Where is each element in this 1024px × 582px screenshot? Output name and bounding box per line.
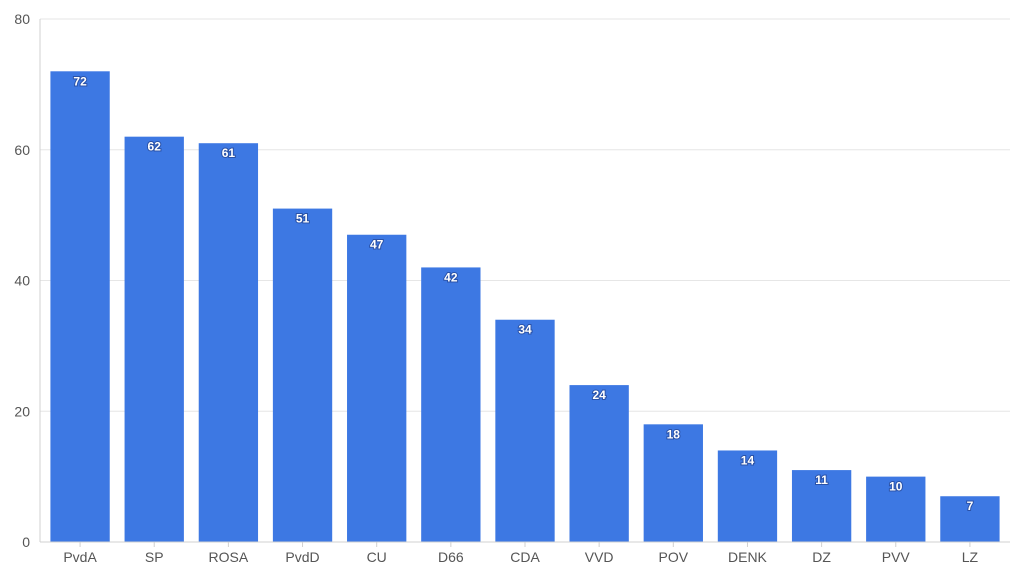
y-tick-label: 0 <box>22 534 30 550</box>
x-tick-label: POV <box>659 549 689 565</box>
bar-dz[interactable] <box>791 470 852 542</box>
bar-sp[interactable] <box>124 136 184 543</box>
bar-lz[interactable] <box>940 496 1000 542</box>
data-label: 61 <box>222 146 236 160</box>
bar-vvd[interactable] <box>569 385 629 542</box>
bars <box>50 71 1000 543</box>
data-label: 62 <box>148 140 162 154</box>
x-tick-label: ROSA <box>209 549 249 565</box>
x-tick-label: PvdD <box>285 549 319 565</box>
data-labels: 72 62 61 51 47 42 34 24 18 14 11 10 7 <box>72 73 974 514</box>
y-tick-label: 80 <box>14 11 30 27</box>
bar-rosa[interactable] <box>198 143 259 542</box>
bar-cu[interactable] <box>347 234 407 543</box>
x-tick-label: DZ <box>812 549 831 565</box>
data-label: 18 <box>667 427 681 441</box>
x-tick-label: CU <box>367 549 387 565</box>
data-label: 11 <box>815 473 828 487</box>
x-tick-label: PvdA <box>63 549 97 565</box>
data-label: 51 <box>296 212 310 226</box>
data-label: 10 <box>889 480 903 494</box>
x-tick-label: D66 <box>438 549 464 565</box>
bar-pvv[interactable] <box>866 476 926 542</box>
y-tick-label: 20 <box>14 403 30 419</box>
y-tick-label: 60 <box>14 142 30 158</box>
data-label: 47 <box>370 238 384 252</box>
data-label: 14 <box>741 453 755 467</box>
x-tick-label: DENK <box>728 549 768 565</box>
x-tick-label: CDA <box>510 549 540 565</box>
bar-d66[interactable] <box>421 267 481 542</box>
bar-denk[interactable] <box>717 450 778 542</box>
x-tick-label: PVV <box>882 549 911 565</box>
data-label: 72 <box>73 74 87 88</box>
x-tick-label: VVD <box>585 549 614 565</box>
data-label: 24 <box>592 388 606 402</box>
bar-pov[interactable] <box>643 424 703 542</box>
y-tick-label: 40 <box>14 273 30 289</box>
axes: 0 20 40 60 80 PvdA SP ROSA PvdD CU D66 CDA VVD POV DEN… <box>14 11 1010 565</box>
data-label: 34 <box>518 323 532 337</box>
bar-pvda[interactable] <box>50 71 110 543</box>
bar-pvdd[interactable] <box>272 208 333 542</box>
data-label: 42 <box>444 270 458 284</box>
x-tick-label: SP <box>145 549 164 565</box>
data-label: 7 <box>967 499 974 513</box>
bar-cda[interactable] <box>495 319 555 542</box>
x-tick-label: LZ <box>962 549 979 565</box>
